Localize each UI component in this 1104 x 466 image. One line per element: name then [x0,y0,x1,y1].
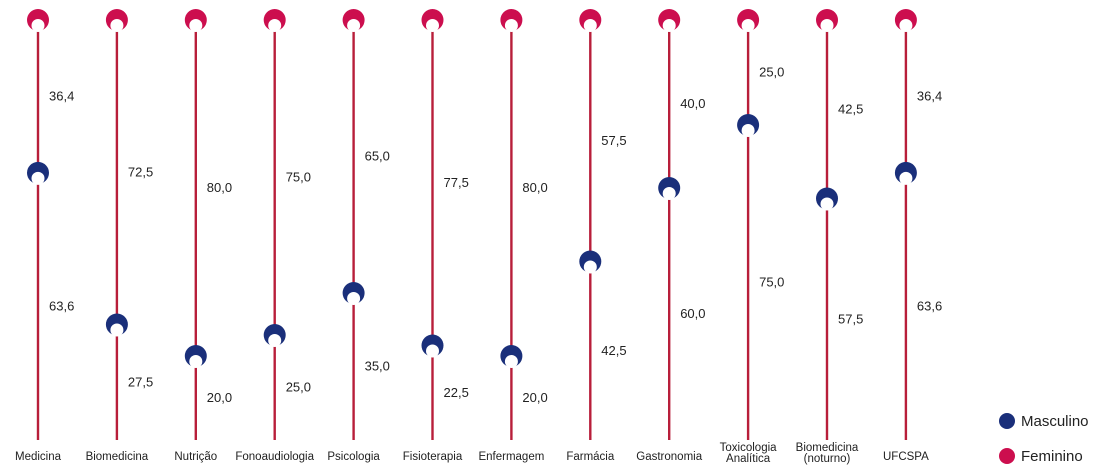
value-label-feminino: 57,5 [838,311,863,326]
category-label: Biomedicina [796,442,859,454]
category-label: Toxicologia [720,442,777,454]
marker-top-feminino [737,9,760,32]
value-label-feminino: 75,0 [759,275,784,290]
marker-top-feminino [263,9,286,32]
value-label-feminino: 35,0 [365,359,390,374]
value-label-feminino: 27,5 [128,374,153,389]
marker-split-masculino [184,345,207,368]
value-label-masculino: 75,0 [286,170,311,185]
marker-top-feminino [342,9,365,32]
category-label: Medicina [15,451,62,463]
legend-label: Feminino [1021,448,1083,465]
marker-split-masculino [500,345,523,368]
value-label-masculino: 57,5 [601,133,626,148]
value-labels: 36,4 63,6 72,5 27,5 80,0 20,0 75,0 25,0 65,0 35,0… [49,65,942,406]
marker-top-feminino [894,9,917,32]
value-label-masculino: 36,4 [917,88,942,103]
marker-top-feminino [579,9,602,32]
marker-top-feminino [421,9,444,32]
category-label: Biomedicina [86,451,149,463]
marker-top-feminino [184,9,207,32]
legend-swatch [999,413,1015,429]
value-label-feminino: 63,6 [917,298,942,313]
marker-split-masculino [342,282,365,305]
value-label-feminino: 22,5 [444,385,469,400]
stem-lines [36,20,908,440]
value-label-feminino: 42,5 [601,343,626,358]
marker-split-masculino [816,187,838,211]
value-label-masculino: 80,0 [522,180,547,195]
marker-top-feminino [105,9,128,32]
legend-label: Masculino [1021,413,1089,430]
marker-split-masculino [737,114,760,137]
category-label: Psicologia [327,451,380,463]
marker-top-feminino [27,9,49,32]
marker-split-masculino [105,313,128,337]
marker-split-masculino [263,324,286,347]
value-label-masculino: 72,5 [128,164,153,179]
legend: Masculino Feminino [999,413,1089,465]
value-label-feminino: 20,0 [207,390,232,405]
category-label: Enfermagem [478,451,544,463]
value-label-masculino: 40,0 [680,96,705,111]
category-label: Gastronomia [636,451,702,463]
category-labels: Medicina Biomedicina Nutrição Fonoaudiologi… [15,442,929,465]
category-label: Analítica [726,453,771,465]
value-label-masculino: 36,4 [49,88,74,103]
category-label: Farmácia [566,451,615,463]
category-label: Fisioterapia [403,451,463,463]
value-label-feminino: 25,0 [286,380,311,395]
dot-markers [27,9,917,368]
value-label-feminino: 63,6 [49,298,74,313]
value-label-masculino: 65,0 [365,149,390,164]
category-label: UFCSPA [883,451,929,463]
marker-split-masculino [658,177,681,200]
value-label-masculino: 77,5 [444,175,469,190]
legend-swatch [999,448,1015,464]
marker-split-masculino [421,334,444,358]
category-label: Nutrição [174,451,217,463]
marker-top-feminino [816,9,838,32]
value-label-masculino: 42,5 [838,101,863,116]
value-label-feminino: 20,0 [522,390,547,405]
marker-split-masculino [27,161,49,185]
marker-split-masculino [579,250,602,274]
value-label-feminino: 60,0 [680,306,705,321]
marker-top-feminino [658,9,681,32]
value-label-masculino: 25,0 [759,65,784,80]
value-label-masculino: 80,0 [207,180,232,195]
category-label: Fonoaudiologia [235,451,314,463]
category-label: (noturno) [804,453,851,465]
marker-top-feminino [500,9,523,32]
marker-split-masculino [894,161,917,185]
